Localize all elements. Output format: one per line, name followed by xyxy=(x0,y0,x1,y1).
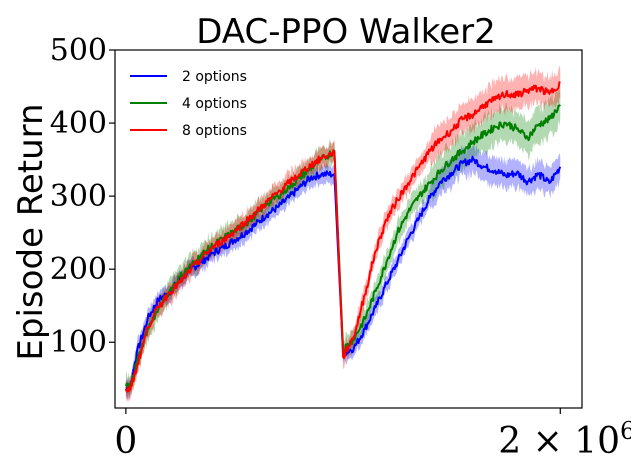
legend-label-8-options: 8 options xyxy=(182,123,247,139)
y-tick-label-100: 100 xyxy=(50,325,107,360)
y-tick-label-300: 300 xyxy=(50,179,107,214)
y-axis: 100 200 300 400 500 xyxy=(50,33,115,360)
plot-frame xyxy=(114,49,583,409)
y-axis-label: Episode Return xyxy=(11,103,51,360)
legend: 2 options 4 options 8 options xyxy=(130,69,247,139)
legend-label-2-options: 2 options xyxy=(182,69,247,85)
series-line-8-options xyxy=(124,81,561,393)
chart-title: DAC-PPO Walker2 xyxy=(196,12,496,52)
x-tick-label-0: 0 xyxy=(114,421,137,462)
series-lines xyxy=(124,81,562,393)
band-8-options xyxy=(125,65,561,403)
x-axis: 0 2 × 106 xyxy=(114,408,631,462)
y-tick-label-200: 200 xyxy=(50,252,107,287)
y-tick-label-500: 500 xyxy=(50,33,107,68)
x-tick-label-2: 2 × 106 xyxy=(498,417,631,462)
legend-label-4-options: 4 options xyxy=(182,96,247,112)
y-tick-label-400: 400 xyxy=(50,106,107,141)
band-4-options xyxy=(125,89,561,401)
